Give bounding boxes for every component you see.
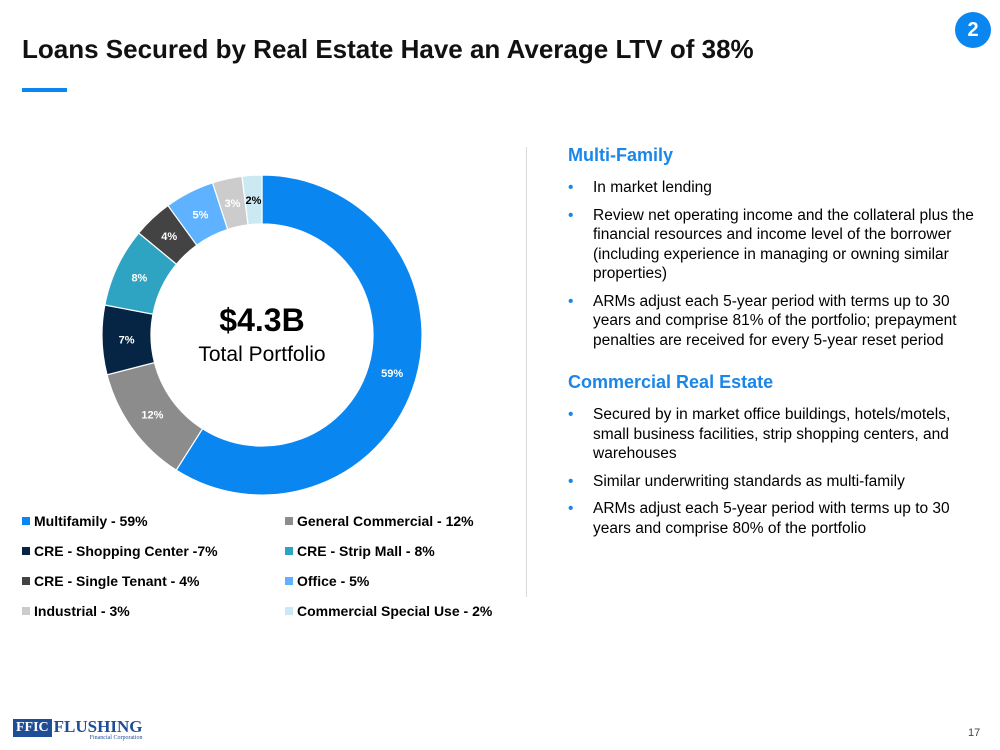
bullet-icon: •	[568, 292, 574, 310]
legend-swatch	[285, 577, 293, 585]
donut-chart: 59% 12% 7% 8% 4% 5% 3% 2%	[101, 174, 423, 496]
legend-swatch	[285, 517, 293, 525]
legend-swatch	[22, 577, 30, 585]
legend-label: CRE - Strip Mall - 8%	[297, 543, 435, 559]
logo-box: FFIC	[13, 719, 52, 737]
bullet-list: • In market lending • Review net operating…	[568, 178, 978, 350]
slice-data-label: 5%	[193, 209, 209, 221]
logo-wordmark: FLUSHING	[53, 717, 143, 736]
page-title: Loans Secured by Real Estate Have an Ave…	[22, 34, 754, 64]
bullet-text: Review net operating income and the coll…	[593, 206, 974, 283]
bullet-item: • Review net operating income and the col…	[568, 206, 978, 284]
legend-swatch	[22, 517, 30, 525]
section-heading: Commercial Real Estate	[568, 372, 774, 392]
donut-slice-multifamily	[175, 174, 423, 496]
bullet-text: In market lending	[593, 179, 712, 196]
center-label: Total Portfolio	[198, 343, 326, 366]
legend-item: Industrial - 3%	[22, 602, 285, 620]
slice-data-label: 4%	[161, 231, 177, 243]
legend-item: Office - 5%	[285, 572, 542, 590]
legend-label: Multifamily - 59%	[34, 513, 148, 529]
slice-data-label: 8%	[131, 272, 147, 284]
company-logo: FFIC FLUSHING Financial Corporation	[13, 717, 143, 741]
bullet-item: • ARMs adjust each 5-year period with ter…	[568, 499, 978, 538]
legend-label: CRE - Single Tenant - 4%	[34, 573, 200, 589]
legend-label: Office - 5%	[297, 573, 370, 589]
legend-swatch	[22, 547, 30, 555]
chart-legend: Multifamily - 59% General Commercial - 1…	[22, 512, 542, 620]
legend-swatch	[285, 607, 293, 615]
slice-data-label: 3%	[224, 198, 240, 210]
legend-item: General Commercial - 12%	[285, 512, 542, 530]
donut-slice-commercial-special-use	[241, 174, 263, 226]
column-divider	[526, 147, 527, 597]
legend-swatch	[285, 547, 293, 555]
bullet-text: ARMs adjust each 5-year period with term…	[593, 500, 950, 537]
slice-data-label: 7%	[119, 334, 135, 346]
legend-item: Multifamily - 59%	[22, 512, 285, 530]
legend-label: Industrial - 3%	[34, 603, 130, 619]
center-value: $4.3B	[219, 302, 305, 338]
legend-item: CRE - Shopping Center -7%	[22, 542, 285, 560]
bullet-list: • Secured by in market office buildings, …	[568, 405, 978, 538]
bullet-item: • In market lending	[568, 178, 978, 198]
section-badge: 2	[955, 12, 991, 48]
legend-item: CRE - Single Tenant - 4%	[22, 572, 285, 590]
legend-label: Commercial Special Use - 2%	[297, 603, 493, 619]
bullet-icon: •	[568, 472, 574, 490]
bullet-icon: •	[568, 500, 574, 517]
bullet-icon: •	[568, 179, 574, 196]
slice-data-label: 12%	[141, 410, 163, 422]
bullet-icon: •	[568, 406, 574, 423]
slice-data-label: 2%	[246, 195, 262, 207]
legend-label: CRE - Shopping Center -7%	[34, 543, 218, 559]
slice-data-label: 59%	[381, 368, 403, 380]
bullet-item: • Secured by in market office buildings, …	[568, 405, 978, 464]
legend-item: Commercial Special Use - 2%	[285, 602, 542, 620]
legend-label: General Commercial - 12%	[297, 513, 474, 529]
page-number: 17	[968, 727, 981, 739]
bullet-text: ARMs adjust each 5-year period with term…	[593, 292, 957, 349]
logo-subtitle: Financial Corporation	[89, 735, 143, 741]
section-heading: Multi-Family	[568, 145, 674, 165]
bullet-item: • ARMs adjust each 5-year period with ter…	[568, 292, 978, 351]
legend-swatch	[22, 607, 30, 615]
bullet-icon: •	[568, 206, 574, 224]
title-accent-bar	[22, 88, 67, 92]
bullet-text: Similar underwriting standards as multi-…	[593, 472, 905, 490]
text-panel: Multi-Family • In market lending • Review …	[568, 145, 978, 560]
legend-item: CRE - Strip Mall - 8%	[285, 542, 542, 560]
bullet-item: • Similar underwriting standards as multi…	[568, 472, 978, 492]
bullet-text: Secured by in market office buildings, h…	[593, 406, 951, 462]
